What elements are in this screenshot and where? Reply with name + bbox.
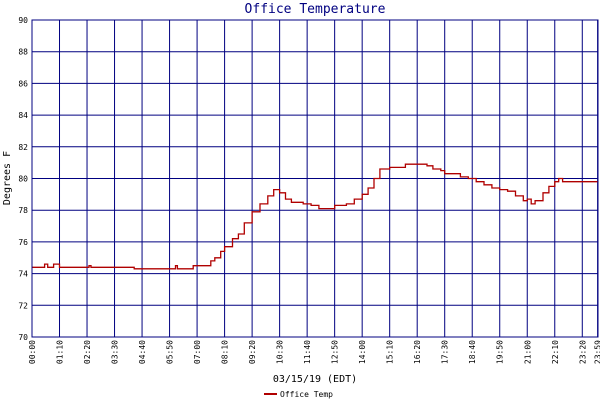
x-tick-label: 00:00 bbox=[28, 340, 37, 364]
x-tick-label: 07:00 bbox=[193, 340, 202, 364]
plot-area bbox=[31, 19, 599, 338]
y-tick-label: 90 bbox=[18, 16, 28, 25]
x-tick-label: 05:50 bbox=[166, 340, 175, 364]
x-axis-label: 03/15/19 (EDT) bbox=[273, 374, 357, 385]
x-tick-label: 17:30 bbox=[441, 340, 450, 364]
y-tick-label: 84 bbox=[18, 111, 28, 120]
series-layer bbox=[32, 163, 598, 270]
x-tick-label: 12:50 bbox=[331, 340, 340, 364]
x-tick-label: 23:20 bbox=[578, 340, 587, 364]
y-tick-label: 86 bbox=[18, 79, 28, 88]
series-line-office-temp bbox=[32, 163, 598, 270]
x-tick-label: 10:30 bbox=[276, 340, 285, 364]
x-tick-label: 16:20 bbox=[413, 340, 422, 364]
x-tick-labels: 00:00 01:10 02:20 03:30 04:40 05:50 07:00 08:10… bbox=[28, 340, 600, 364]
x-tick-label: 15:10 bbox=[386, 340, 395, 364]
grid bbox=[31, 19, 599, 338]
x-tick-label: 02:20 bbox=[83, 340, 92, 364]
x-tick-label: 22:10 bbox=[551, 340, 560, 364]
x-tick-label: 09:20 bbox=[248, 340, 257, 364]
y-tick-label: 70 bbox=[18, 333, 28, 342]
y-tick-label: 74 bbox=[18, 270, 28, 279]
x-tick-label: 18:40 bbox=[468, 340, 477, 364]
y-tick-label: 76 bbox=[18, 238, 28, 247]
x-tick-label: 21:00 bbox=[523, 340, 532, 364]
legend-label: Office Temp bbox=[280, 390, 333, 399]
x-tick-label: 01:10 bbox=[56, 340, 65, 364]
y-axis-label: Degrees F bbox=[2, 151, 13, 205]
chart-title: Office Temperature bbox=[245, 2, 386, 17]
legend: Office Temp bbox=[264, 390, 333, 399]
x-tick-label: 03:30 bbox=[111, 340, 120, 364]
y-tick-label: 82 bbox=[18, 143, 28, 152]
y-tick-label: 88 bbox=[18, 48, 28, 57]
x-tick-label: 04:40 bbox=[138, 340, 147, 364]
x-tick-label: 08:10 bbox=[221, 340, 230, 364]
x-tick-label: 11:40 bbox=[303, 340, 312, 364]
y-tick-label: 78 bbox=[18, 206, 28, 215]
x-tick-label: 23:59 bbox=[594, 340, 600, 364]
y-tick-label: 80 bbox=[18, 175, 28, 184]
x-tick-label: 19:50 bbox=[496, 340, 505, 364]
y-tick-label: 72 bbox=[18, 301, 28, 310]
y-tick-labels: 70 72 74 76 78 80 82 84 86 88 90 bbox=[18, 16, 28, 342]
x-tick-label: 14:00 bbox=[358, 340, 367, 364]
